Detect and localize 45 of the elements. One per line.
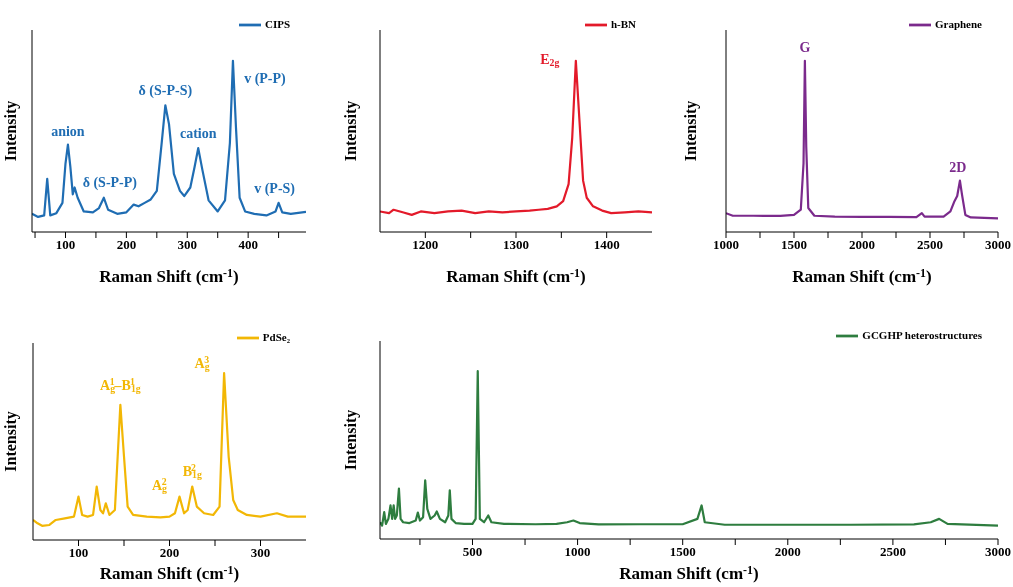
x-tick-label: 100 [68, 545, 89, 561]
x-axis-title: Raman Shift (cm$^{-1}$) [446, 265, 586, 286]
x-axis-title: Raman Shift (cm$^{-1}$) [99, 265, 239, 286]
y-axis-title: Intensity [1, 411, 20, 472]
legend-label: GCGHP heterostructures [862, 328, 982, 341]
x-tick-label: 1300 [503, 237, 529, 253]
x-tick-label: 200 [159, 545, 180, 561]
legend-label: h-BN [610, 17, 636, 30]
x-tick-label: 1500 [669, 544, 696, 560]
x-tick-label: 1000 [564, 544, 591, 560]
x-axis-title: Raman Shift (cm$^{-1}$) [619, 562, 759, 583]
annotation: 2D [949, 159, 967, 175]
x-axis-title: Raman Shift (cm$^{-1}$) [99, 562, 240, 583]
annotation: v (P-S) [254, 181, 296, 198]
x-tick-label: 2500 [879, 544, 906, 560]
annotation: δ (S-P-P) [82, 174, 138, 191]
annotation: v (P-P) [244, 71, 287, 88]
legend-label: Graphene [934, 17, 982, 30]
x-tick-label: 1500 [781, 237, 807, 253]
x-tick-label: 3000 [985, 237, 1011, 253]
x-tick-label: 1000 [713, 237, 739, 253]
annotation: δ (S-P-S) [138, 83, 193, 100]
x-tick-label: 3000 [985, 544, 1011, 560]
x-tick-label: 200 [116, 237, 137, 253]
annotation: anion [51, 123, 85, 139]
x-tick-label: 1400 [593, 237, 620, 253]
x-tick-label: 2000 [774, 544, 801, 560]
annotation: G [799, 40, 811, 56]
legend-label: CIPS [264, 17, 290, 30]
x-tick-label: 400 [238, 237, 258, 253]
annotation: E$_{2g}$ [540, 52, 560, 69]
x-tick-label: 2500 [917, 237, 943, 253]
x-tick-label: 2000 [849, 237, 875, 253]
legend-label: PdSe₂ [262, 330, 290, 343]
x-tick-label: 1200 [412, 237, 439, 253]
y-axis-title: Intensity [341, 409, 360, 471]
x-tick-label: 300 [250, 545, 271, 561]
x-tick-label: 300 [177, 237, 198, 253]
x-tick-label: 100 [55, 237, 76, 253]
y-axis-title: Intensity [1, 100, 20, 162]
y-axis-title: Intensity [341, 100, 360, 162]
x-tick-label: 500 [462, 544, 483, 560]
annotation: cation [179, 126, 217, 142]
y-axis-title: Intensity [681, 100, 700, 162]
x-axis-title: Raman Shift (cm$^{-1}$) [792, 265, 932, 286]
